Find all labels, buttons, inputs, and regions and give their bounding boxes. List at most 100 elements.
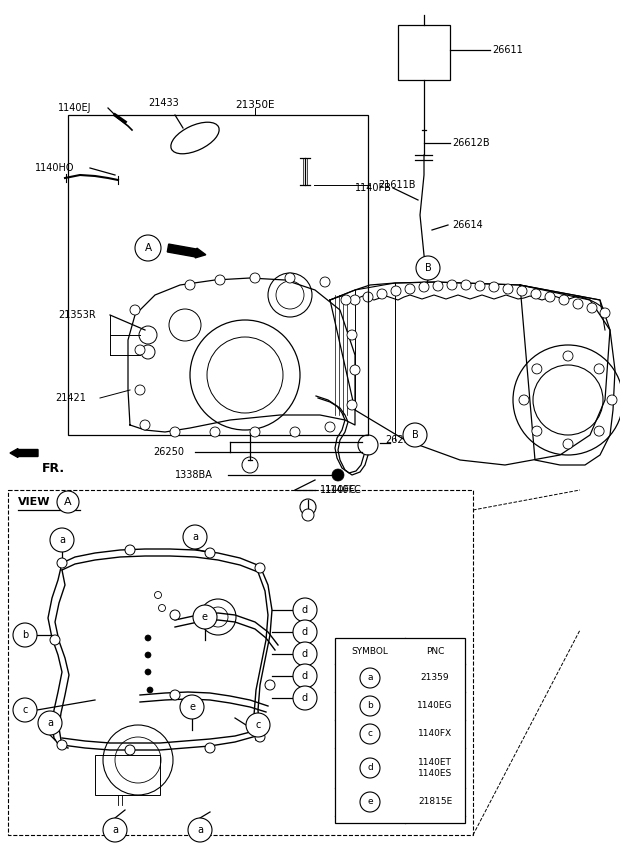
Text: 1140FC: 1140FC: [325, 485, 362, 495]
Text: 26250: 26250: [153, 447, 184, 457]
Text: e: e: [367, 797, 373, 806]
Circle shape: [347, 330, 357, 340]
Circle shape: [265, 680, 275, 690]
Circle shape: [545, 292, 555, 302]
Circle shape: [532, 364, 542, 374]
Circle shape: [145, 635, 151, 641]
Text: 26611: 26611: [492, 45, 523, 55]
Circle shape: [135, 235, 161, 261]
Text: VIEW: VIEW: [18, 497, 50, 507]
Circle shape: [205, 548, 215, 558]
Circle shape: [215, 275, 225, 285]
Circle shape: [180, 695, 204, 719]
Circle shape: [193, 605, 217, 629]
Text: B: B: [425, 263, 432, 273]
Circle shape: [503, 284, 513, 294]
Circle shape: [147, 687, 153, 693]
Circle shape: [293, 642, 317, 666]
Text: 1140FB: 1140FB: [355, 183, 392, 193]
Circle shape: [185, 280, 195, 290]
Circle shape: [103, 818, 127, 842]
Circle shape: [350, 365, 360, 375]
Text: 21815E: 21815E: [418, 797, 452, 806]
Text: 21353R: 21353R: [58, 310, 95, 320]
Text: 21350E: 21350E: [235, 100, 275, 110]
Text: c: c: [368, 729, 373, 739]
Circle shape: [447, 280, 457, 290]
Circle shape: [360, 668, 380, 688]
Text: a: a: [59, 535, 65, 545]
Text: 21359: 21359: [421, 673, 450, 683]
Circle shape: [559, 295, 569, 305]
Circle shape: [255, 563, 265, 573]
Circle shape: [350, 295, 360, 305]
FancyArrow shape: [10, 449, 38, 458]
Text: 26259: 26259: [385, 435, 416, 445]
Circle shape: [250, 427, 260, 437]
Circle shape: [135, 345, 145, 355]
Circle shape: [250, 273, 260, 283]
Circle shape: [519, 395, 529, 405]
Text: a: a: [112, 825, 118, 835]
Circle shape: [13, 698, 37, 722]
FancyArrow shape: [167, 244, 206, 258]
Circle shape: [302, 509, 314, 521]
Text: A: A: [144, 243, 151, 253]
Circle shape: [325, 422, 335, 432]
Circle shape: [587, 303, 597, 313]
Text: a: a: [367, 673, 373, 683]
Circle shape: [403, 423, 427, 447]
Circle shape: [531, 289, 541, 299]
Text: PNC: PNC: [426, 646, 444, 656]
Circle shape: [391, 286, 401, 296]
Text: d: d: [302, 649, 308, 659]
Text: 26614: 26614: [452, 220, 483, 230]
Bar: [8, 490, 473, 835]
Circle shape: [210, 427, 220, 437]
Text: c: c: [255, 720, 260, 730]
Text: e: e: [202, 612, 208, 622]
Text: d: d: [302, 605, 308, 615]
Text: B: B: [412, 430, 418, 440]
Circle shape: [145, 652, 151, 658]
Circle shape: [246, 713, 270, 737]
Circle shape: [360, 758, 380, 778]
Circle shape: [594, 426, 604, 436]
Circle shape: [57, 558, 67, 568]
Circle shape: [50, 635, 60, 645]
Text: 1140ET
1140ES: 1140ET 1140ES: [418, 758, 452, 778]
Circle shape: [140, 420, 150, 430]
Circle shape: [563, 439, 573, 449]
Circle shape: [285, 273, 295, 283]
Circle shape: [594, 364, 604, 374]
Circle shape: [50, 528, 74, 552]
Text: 1140EG: 1140EG: [417, 701, 453, 711]
Text: e: e: [189, 702, 195, 712]
Text: 1140EJ: 1140EJ: [58, 103, 92, 113]
Circle shape: [293, 664, 317, 688]
Bar: [95, 755, 160, 795]
Circle shape: [600, 308, 610, 318]
Circle shape: [205, 743, 215, 753]
Bar: [398, 25, 450, 80]
Circle shape: [405, 284, 415, 294]
Circle shape: [377, 289, 387, 299]
Circle shape: [293, 686, 317, 710]
Circle shape: [360, 696, 380, 716]
Circle shape: [57, 740, 67, 750]
Circle shape: [145, 669, 151, 675]
Text: A: A: [64, 497, 72, 507]
Circle shape: [188, 818, 212, 842]
Circle shape: [293, 620, 317, 644]
Circle shape: [607, 395, 617, 405]
Text: 21611B: 21611B: [378, 180, 415, 190]
Text: 1140FX: 1140FX: [418, 729, 452, 739]
Circle shape: [419, 282, 429, 292]
Circle shape: [416, 256, 440, 280]
Text: d: d: [367, 763, 373, 773]
Circle shape: [433, 281, 443, 291]
Circle shape: [360, 792, 380, 812]
Text: a: a: [192, 532, 198, 542]
Text: a: a: [197, 825, 203, 835]
Circle shape: [341, 295, 351, 305]
